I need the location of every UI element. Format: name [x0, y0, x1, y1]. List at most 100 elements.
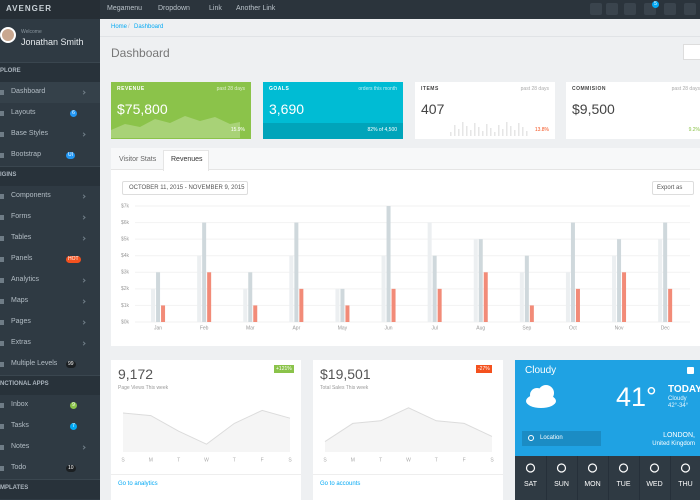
breadcrumb-sep: /	[128, 24, 130, 30]
menu-item[interactable]: Components	[11, 192, 51, 199]
section-title: IGINS	[0, 172, 17, 178]
card-link[interactable]: Go to accounts	[320, 481, 361, 487]
card-badge: +121%	[274, 365, 294, 373]
weather-settings[interactable]	[687, 367, 694, 374]
menu-item[interactable]: Analytics	[11, 276, 40, 283]
stat-label: ITEMS	[421, 86, 439, 92]
forecast-sep	[577, 456, 578, 500]
menu-icon	[0, 236, 4, 241]
forecast-sep	[670, 456, 671, 500]
menu-item[interactable]: Notes	[11, 443, 30, 450]
menu-item[interactable]: Base Styles	[11, 130, 48, 137]
stat-label: REVENUE	[117, 86, 145, 92]
menu-icon	[0, 257, 4, 262]
stat-value: 3,690	[269, 101, 305, 117]
country: United Kingdom	[652, 441, 695, 447]
menu-icon	[0, 194, 4, 199]
avatar	[0, 27, 16, 43]
breadcrumb-current[interactable]: Dashboard	[134, 24, 164, 30]
sidebar-section	[0, 375, 100, 395]
stat-label: GOALS	[269, 86, 290, 92]
active-item	[0, 82, 100, 103]
nav-link[interactable]: Another Link	[236, 5, 276, 12]
card-value: $19,501	[320, 366, 371, 382]
stat-period: past 28 days	[520, 86, 549, 92]
menu-item[interactable]: Todo	[11, 464, 27, 471]
menu-item[interactable]: Maps	[11, 297, 29, 304]
menu-icon	[0, 111, 4, 116]
card-divider	[111, 474, 301, 475]
tab-revenues[interactable]: Revenues	[163, 150, 209, 171]
brand-box	[0, 0, 100, 19]
sidebar-section	[0, 62, 100, 82]
stat-change: 9.2%	[688, 127, 700, 133]
today-condition: Cloudy	[668, 396, 687, 402]
today-range: 42°-34°	[668, 403, 689, 409]
menu-item[interactable]: Tables	[11, 234, 32, 241]
section-title: PLORE	[0, 68, 21, 74]
menu-badge: 10	[66, 465, 76, 472]
settings-button[interactable]	[684, 3, 696, 15]
nav-link[interactable]: Megamenu	[107, 5, 143, 12]
welcome: Welcome	[21, 29, 42, 35]
notification-badge: 5	[652, 1, 659, 8]
menu-item[interactable]: Extras	[11, 339, 31, 346]
menu-item[interactable]: Layouts	[11, 109, 36, 116]
today-label: TODAY	[668, 384, 700, 395]
location-button[interactable]: Location	[522, 431, 601, 446]
menu-badge: UI	[66, 152, 75, 159]
menu-item[interactable]: Panels	[11, 255, 33, 262]
fullscreen-button[interactable]	[624, 3, 636, 15]
settings-tool[interactable]	[683, 44, 700, 60]
menu-item[interactable]: Bootstrap	[11, 151, 41, 158]
menu-icon	[0, 278, 4, 283]
nav-link[interactable]: Link	[209, 5, 222, 12]
forecast-sep	[546, 456, 547, 500]
card-caption: Total Sales This week	[320, 385, 369, 391]
menu-item[interactable]: Forms	[11, 213, 31, 220]
menu-icon	[0, 403, 4, 408]
stat-value: 407	[421, 101, 445, 117]
nav-link[interactable]: Dropdown	[158, 5, 190, 12]
sidebar-section	[0, 479, 100, 499]
forecast-sep	[608, 456, 609, 500]
brand: AVENGER	[6, 4, 52, 13]
flag-button[interactable]	[606, 3, 618, 15]
stat-period: past 28 days	[216, 86, 245, 92]
menu-item[interactable]: Multiple Levels	[11, 360, 58, 367]
stat-change: 82% of 4,500	[367, 127, 397, 133]
stat-period: past 28 days	[671, 86, 700, 92]
section-title: NCTIONAL APPS	[0, 381, 49, 387]
menu-badge: 9	[70, 402, 77, 409]
menu-item[interactable]: Dashboard	[11, 88, 46, 95]
section-title: MPLATES	[0, 485, 29, 491]
stat-change: 13.8%	[534, 127, 549, 133]
menu-icon	[0, 132, 4, 137]
tab-visitor-stats[interactable]: Visitor Stats	[119, 156, 157, 163]
menu-item[interactable]: Tasks	[11, 422, 29, 429]
menu-item[interactable]: Pages	[11, 318, 31, 325]
export-button[interactable]: Export as	[652, 181, 694, 195]
city: LONDON,	[663, 432, 695, 439]
stat-change: 15.9%	[230, 127, 245, 133]
stat-period: orders this month	[358, 86, 397, 92]
stat-value: $75,800	[117, 101, 168, 117]
messages-button[interactable]	[664, 3, 676, 15]
user-name: Jonathan Smith	[21, 37, 84, 47]
sidebar-section	[0, 166, 100, 186]
search-button[interactable]	[590, 3, 602, 15]
page-title: Dashboard	[111, 46, 170, 60]
panel-tabs	[111, 148, 700, 170]
date-range[interactable]: OCTOBER 11, 2015 - NOVEMBER 9, 2015	[122, 181, 248, 195]
topbar	[0, 0, 700, 19]
menu-icon	[0, 424, 4, 429]
menu-icon	[0, 90, 4, 95]
card-link[interactable]: Go to analytics	[118, 481, 158, 487]
card-badge: -27%	[476, 365, 492, 373]
breadcrumb-home[interactable]: Home	[111, 24, 128, 30]
menu-item[interactable]: Inbox	[11, 401, 29, 408]
menu-icon	[0, 215, 4, 220]
menu-badge: HOT	[66, 256, 81, 263]
stat-card	[566, 82, 700, 139]
